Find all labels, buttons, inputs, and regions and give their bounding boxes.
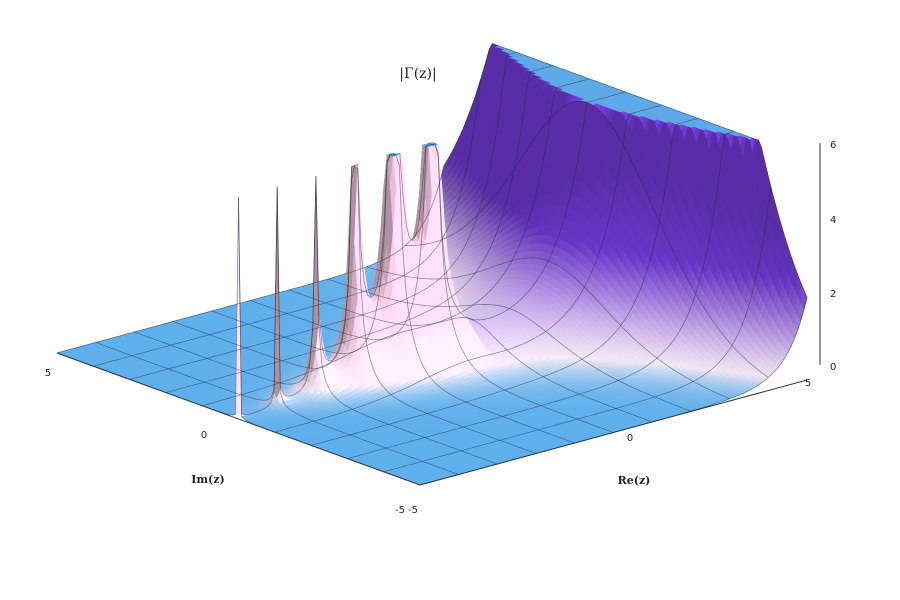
surface-mesh: [56, 43, 808, 486]
